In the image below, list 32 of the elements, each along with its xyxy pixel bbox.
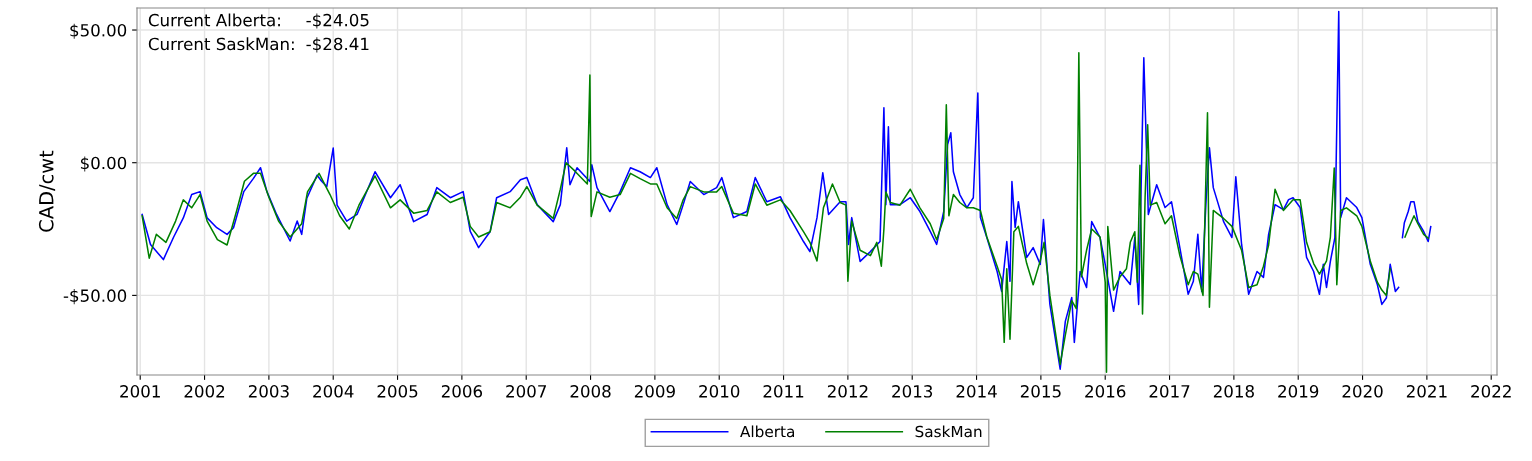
x-tick-label: 2008 bbox=[570, 385, 611, 398]
y-tick-label: -$50.00 bbox=[63, 289, 127, 305]
x-tick-label: 2009 bbox=[634, 385, 675, 398]
x-tick-label: 2018 bbox=[1213, 385, 1254, 398]
y-axis-title: CAD/cwt bbox=[38, 150, 56, 232]
x-tick-label: 2022 bbox=[1471, 385, 1511, 398]
annotation: -$28.41 bbox=[306, 37, 369, 53]
annotation: Current SaskMan: bbox=[148, 37, 294, 51]
x-tick-label: 2004 bbox=[313, 385, 354, 398]
x-tick-label: 2003 bbox=[248, 385, 289, 398]
x-tick-label: 2016 bbox=[1085, 385, 1126, 398]
x-tick-label: 2005 bbox=[377, 385, 418, 398]
y-tick-label: $0.00 bbox=[80, 156, 127, 172]
y-tick-label: $50.00 bbox=[70, 23, 127, 39]
legend-label: Alberta bbox=[740, 425, 794, 438]
annotation: -$24.05 bbox=[306, 13, 369, 29]
x-tick-label: 2012 bbox=[827, 385, 868, 398]
annotation: Current Alberta: bbox=[148, 13, 280, 27]
legend-label: SaskMan bbox=[915, 425, 982, 438]
x-tick-label: 2006 bbox=[441, 385, 483, 398]
x-tick-label: 2013 bbox=[892, 385, 933, 398]
x-tick-label: 2011 bbox=[763, 385, 804, 398]
x-tick-label: 2001 bbox=[120, 385, 160, 398]
x-tick-label: 2019 bbox=[1278, 385, 1319, 398]
x-tick-label: 2002 bbox=[184, 385, 225, 398]
x-tick-label: 2017 bbox=[1149, 385, 1190, 398]
x-tick-label: 2014 bbox=[956, 385, 997, 398]
x-tick-label: 2007 bbox=[506, 385, 546, 398]
x-tick-label: 2020 bbox=[1342, 385, 1383, 398]
x-tick-label: 2010 bbox=[699, 385, 740, 398]
x-tick-label: 2015 bbox=[1020, 385, 1061, 398]
x-tick-label: 2021 bbox=[1406, 385, 1447, 398]
